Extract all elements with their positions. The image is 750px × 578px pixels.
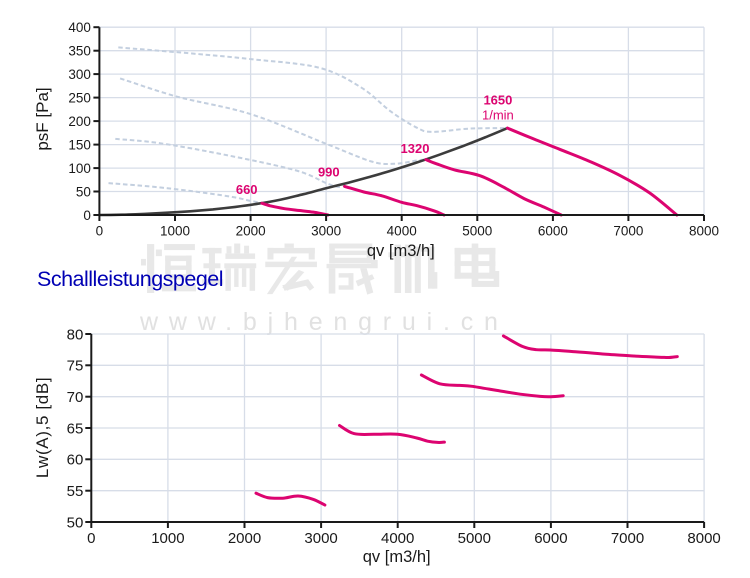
svg-text:75: 75 <box>67 358 84 375</box>
svg-text:2000: 2000 <box>236 224 266 239</box>
svg-text:www.bjhengrui.cn: www.bjhengrui.cn <box>139 308 509 336</box>
svg-text:200: 200 <box>68 114 91 129</box>
svg-text:1320: 1320 <box>401 141 430 156</box>
svg-text:100: 100 <box>68 161 91 176</box>
svg-text:7000: 7000 <box>613 224 643 239</box>
svg-text:990: 990 <box>318 165 340 180</box>
svg-text:60: 60 <box>67 452 84 469</box>
svg-text:5000: 5000 <box>462 224 492 239</box>
svg-text:4000: 4000 <box>387 224 417 239</box>
svg-text:4000: 4000 <box>381 530 414 547</box>
svg-text:3000: 3000 <box>311 224 341 239</box>
svg-text:qv [m3/h]: qv [m3/h] <box>367 242 435 260</box>
svg-text:Schallleistungspegel: Schallleistungspegel <box>37 267 223 291</box>
svg-text:70: 70 <box>67 389 84 406</box>
svg-text:250: 250 <box>68 90 91 105</box>
svg-text:400: 400 <box>68 20 91 35</box>
svg-text:350: 350 <box>68 44 91 59</box>
svg-text:65: 65 <box>67 420 84 437</box>
svg-text:0: 0 <box>83 208 91 223</box>
svg-text:0: 0 <box>87 530 95 547</box>
svg-text:psF [Pa]: psF [Pa] <box>33 87 52 150</box>
svg-text:50: 50 <box>76 184 91 199</box>
svg-text:6000: 6000 <box>538 224 568 239</box>
svg-text:6000: 6000 <box>534 530 567 547</box>
svg-text:2000: 2000 <box>228 530 261 547</box>
svg-text:660: 660 <box>236 182 258 197</box>
svg-text:80: 80 <box>67 326 84 343</box>
svg-text:8000: 8000 <box>687 530 720 547</box>
svg-text:1650: 1650 <box>483 93 512 108</box>
svg-text:3000: 3000 <box>304 530 337 547</box>
svg-text:0: 0 <box>96 224 104 239</box>
svg-text:50: 50 <box>67 514 84 531</box>
svg-text:1000: 1000 <box>160 224 190 239</box>
svg-text:qv [m3/h]: qv [m3/h] <box>363 548 431 566</box>
svg-text:7000: 7000 <box>611 530 644 547</box>
svg-text:1/min: 1/min <box>482 108 514 123</box>
svg-text:8000: 8000 <box>689 224 719 239</box>
svg-text:5000: 5000 <box>458 530 491 547</box>
svg-text:1000: 1000 <box>151 530 184 547</box>
svg-text:150: 150 <box>68 137 91 152</box>
svg-text:55: 55 <box>67 483 84 500</box>
svg-text:Lw(A),5 [dB]: Lw(A),5 [dB] <box>33 377 52 478</box>
svg-text:300: 300 <box>68 67 91 82</box>
